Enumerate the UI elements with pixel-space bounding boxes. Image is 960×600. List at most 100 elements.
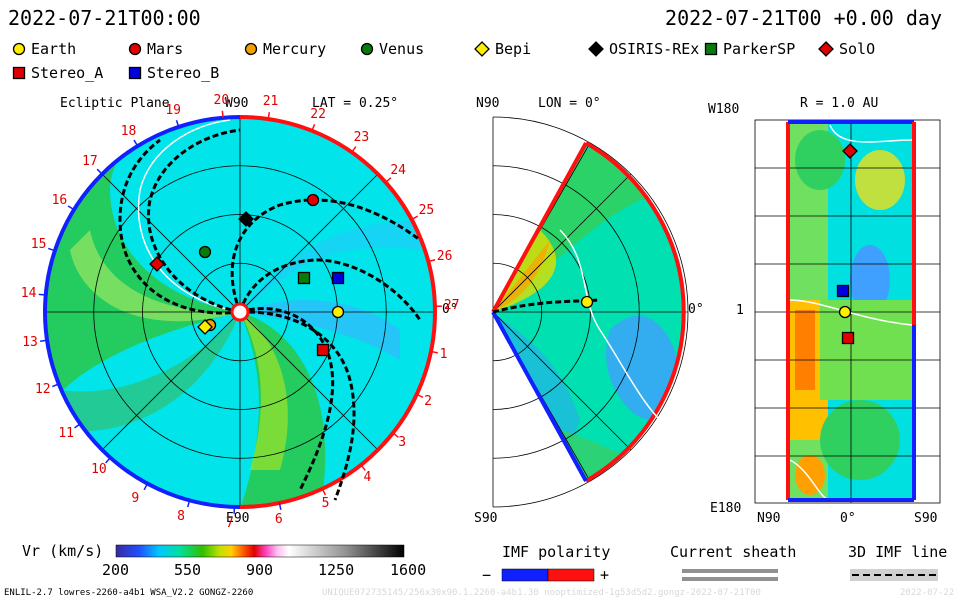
- legend-label: Stereo_B: [147, 64, 220, 82]
- marker-earth-0: [331, 305, 345, 319]
- colorbar-title: Vr (km/s): [22, 542, 104, 560]
- carrington-tick-mark-10: [392, 432, 399, 438]
- legend-symbol-icon: [244, 42, 258, 56]
- marker-earth-11: [838, 305, 852, 319]
- carrington-tick-mark-1: [267, 112, 271, 120]
- colorbar-tick-900: 900: [246, 561, 274, 579]
- legend-solo: SolO: [818, 40, 875, 58]
- carrington-tick-13: 13: [22, 334, 38, 350]
- carrington-tick-8: 8: [177, 508, 185, 524]
- legend-symbol-icon: [128, 66, 142, 80]
- ecliptic-green-arm-3: [60, 312, 240, 432]
- carrington-tick-7: 7: [225, 515, 234, 531]
- meridional-top-label: N90: [476, 96, 500, 111]
- legend-parkersp: ParkerSP: [704, 40, 795, 58]
- carrington-tick-12: 12: [34, 382, 51, 398]
- radial-x-left: N90: [757, 511, 781, 526]
- legend-osiris-rex: OSIRIS-REx: [588, 40, 699, 58]
- marker-stereo-b-14: [836, 284, 850, 298]
- ecliptic-right-label: 0°: [442, 302, 458, 317]
- colorbar-tick-550: 550: [174, 561, 202, 579]
- carrington-tick-mark-15: [186, 500, 191, 508]
- ecliptic-current-sheath: [137, 119, 241, 313]
- carrington-tick-mark-3: [351, 146, 357, 153]
- carrington-tick-mark-23: [67, 205, 75, 211]
- legend-symbol-icon: [588, 41, 604, 57]
- carrington-tick-18: 18: [120, 123, 137, 139]
- carrington-tick-mark-5: [411, 215, 419, 221]
- carrington-tick-mark-12: [321, 488, 327, 496]
- ecliptic-carrington-ticks: [38, 110, 442, 514]
- carrington-tick-mark-17: [105, 457, 111, 464]
- meridional-current-sheath: [559, 229, 661, 421]
- carrington-tick-mark-0: [221, 110, 224, 118]
- carrington-tick-17: 17: [82, 154, 98, 170]
- legend-bepi: Bepi: [474, 40, 531, 58]
- radial-mid-left: 1: [736, 303, 744, 318]
- legend-mars: Mars: [128, 40, 183, 58]
- meridional-imf-line: [492, 298, 601, 314]
- imf-positive-swatch: [547, 568, 595, 582]
- marker-stereo-b-9: [331, 271, 345, 285]
- carrington-tick-16: 16: [51, 192, 68, 208]
- carrington-tick-mark-6: [428, 258, 436, 263]
- radial-panel: [754, 119, 941, 504]
- ecliptic-panel: [43, 115, 437, 509]
- marker-mars-1: [306, 193, 320, 207]
- carrington-tick-26: 26: [436, 249, 453, 265]
- meridional-rim-positive: [585, 141, 686, 483]
- legend-symbol-icon: [12, 42, 26, 56]
- radial-r-label: R = 1.0 AU: [800, 96, 879, 111]
- meridional-panel: [491, 116, 689, 508]
- carrington-tick-24: 24: [390, 163, 407, 179]
- meridional-edge-south: [491, 311, 588, 482]
- radial-x-mid: 0°: [840, 511, 856, 526]
- legend-symbol-icon: [128, 42, 142, 56]
- carrington-tick-mark-21: [38, 293, 46, 296]
- carrington-tick-4: 4: [363, 470, 372, 486]
- colorbar-tick-200: 200: [102, 561, 130, 579]
- colorbar-tick-1600: 1600: [390, 561, 427, 579]
- imf-minus-label: −: [482, 566, 492, 584]
- legend-stereo-a: Stereo_A: [12, 64, 103, 82]
- ecliptic-bottom-label: E90: [226, 511, 250, 526]
- ecliptic-rim-negative: [43, 115, 241, 509]
- legend-symbol-icon: [12, 66, 26, 80]
- imf-negative-swatch: [501, 568, 549, 582]
- current-sheath-title: Current sheath: [670, 543, 797, 561]
- marker-solo-7: [149, 256, 165, 272]
- carrington-tick-mark-26: [175, 120, 180, 128]
- carrington-tick-mark-8: [430, 350, 438, 354]
- imf-line-5: [239, 307, 335, 491]
- ecliptic-top-label: W90: [225, 96, 249, 111]
- carrington-tick-mark-16: [143, 483, 149, 491]
- legend-label: OSIRIS-REx: [609, 40, 700, 58]
- marker-solo-12: [842, 143, 858, 159]
- meridional-edge-north: [491, 142, 588, 313]
- imf-line-2: [118, 138, 241, 315]
- meridional-lon-label: LON = 0°: [538, 96, 601, 111]
- radial-bottom-left: E180: [710, 501, 742, 516]
- datetime-right: 2022-07-21T00 +0.00 day: [665, 6, 942, 30]
- carrington-tick-mark-9: [416, 393, 424, 399]
- marker-stereo-a-13: [841, 331, 855, 345]
- legend-label: Venus: [379, 40, 425, 58]
- imf-line-3: [230, 198, 421, 313]
- imf-line-6: [239, 310, 356, 501]
- carrington-tick-mark-22: [48, 247, 56, 252]
- ecliptic-rim-positive: [239, 115, 437, 509]
- legend-symbol-icon: [818, 41, 834, 57]
- current-sheath-swatch-2: [682, 577, 778, 581]
- current-sheath-swatch-1: [682, 569, 778, 573]
- carrington-tick-mark-4: [385, 177, 392, 183]
- legend-label: Mars: [147, 40, 184, 58]
- legend-mercury: Mercury: [244, 40, 326, 58]
- datetime-left: 2022-07-21T00:00: [8, 6, 201, 30]
- marker-osiris-rex-5: [238, 211, 254, 227]
- marker-venus-3: [198, 245, 212, 259]
- imf-polarity-title: IMF polarity: [502, 543, 611, 561]
- legend-stereo-b: Stereo_B: [128, 64, 219, 82]
- imf-plus-label: +: [600, 566, 610, 584]
- carrington-tick-mark-19: [51, 383, 60, 388]
